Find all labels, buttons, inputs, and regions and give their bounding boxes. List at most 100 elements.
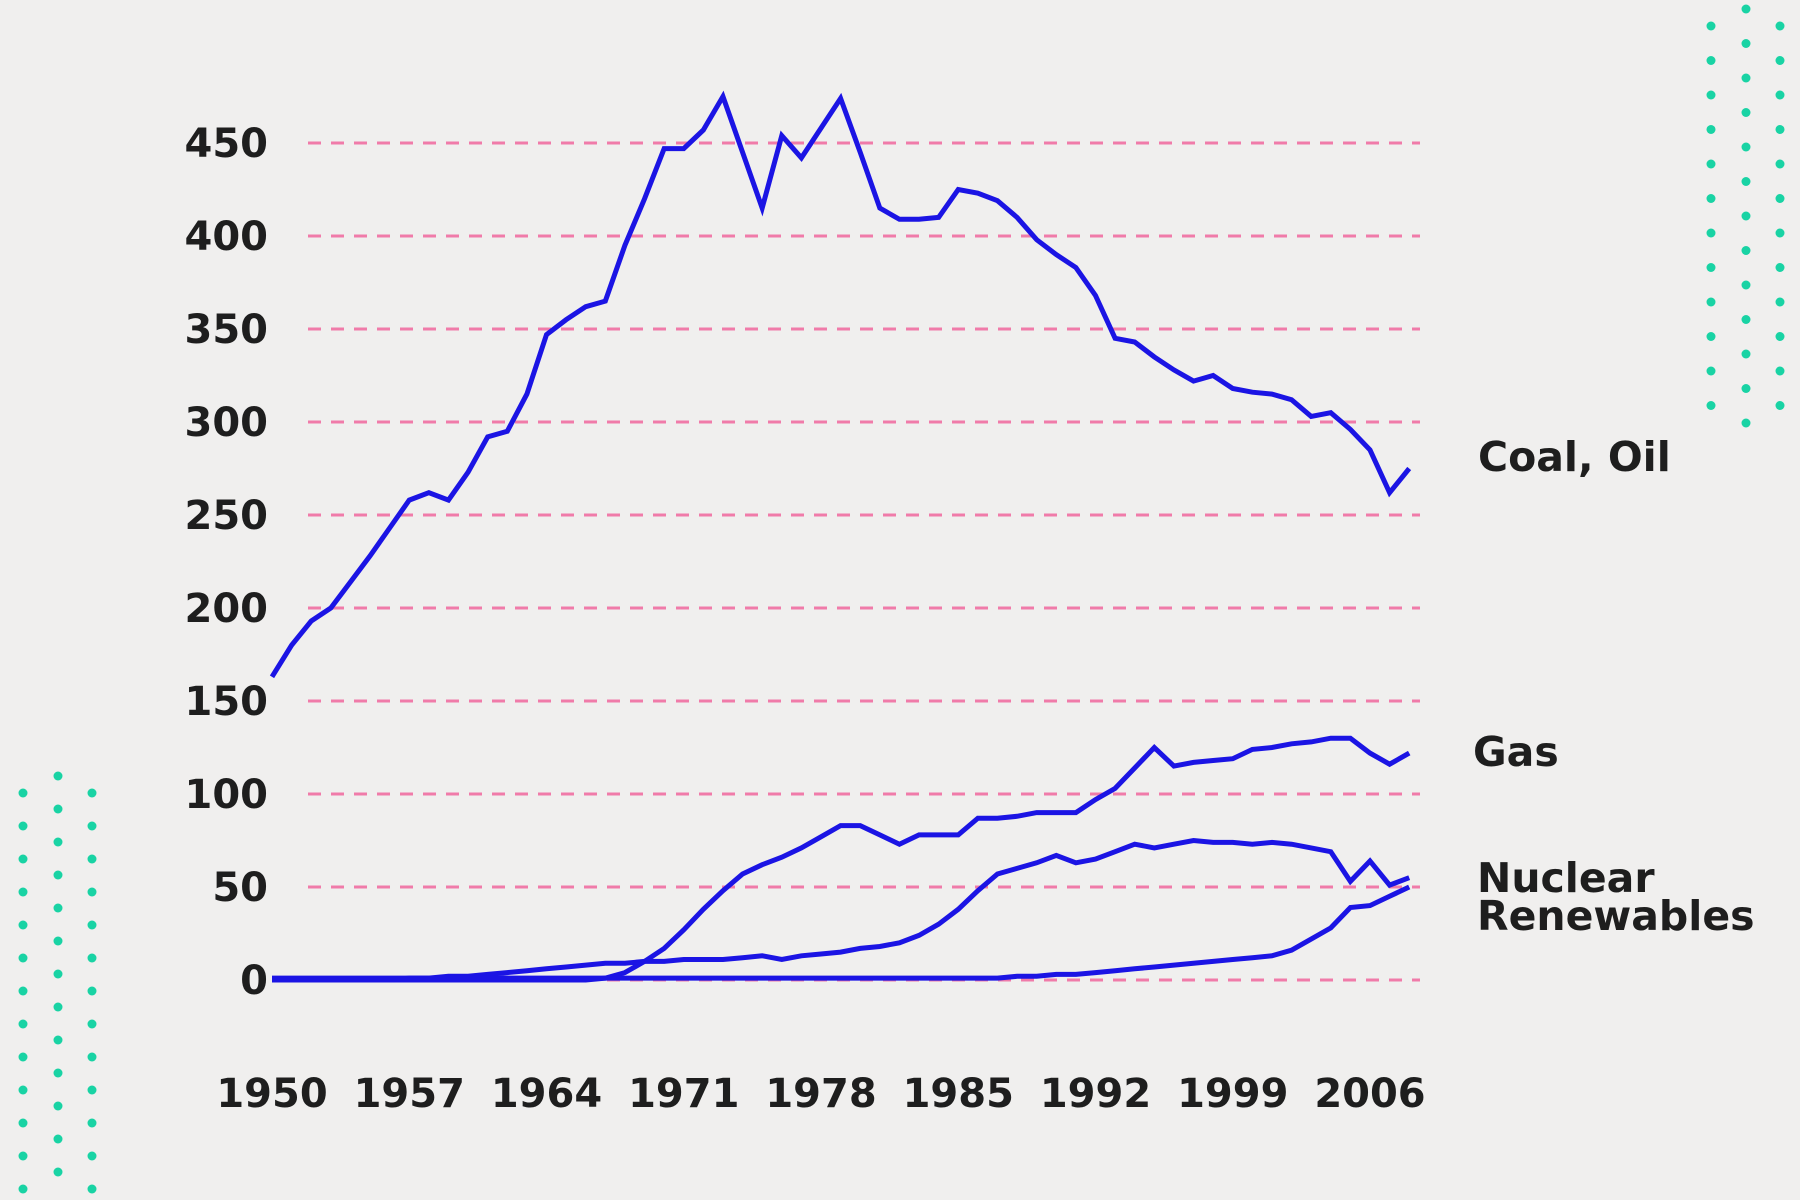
- teal-dot: [1775, 297, 1785, 307]
- teal-dot: [1775, 263, 1785, 272]
- teal-dot: [18, 953, 28, 963]
- teal-dot: [1706, 90, 1716, 100]
- teal-dot: [87, 1019, 97, 1029]
- teal-dot: [53, 771, 63, 781]
- teal-dot: [1741, 418, 1751, 428]
- teal-dot: [1706, 56, 1716, 65]
- teal-dot: [18, 887, 28, 897]
- teal-dot: [1775, 21, 1785, 31]
- teal-dot: [1775, 159, 1785, 169]
- data-lines: [269, 90, 1412, 983]
- teal-dot: [1706, 332, 1716, 341]
- teal-dot: [1775, 56, 1785, 65]
- line-coal-oil: [269, 90, 1412, 679]
- teal-dot: [1741, 39, 1751, 48]
- legend-label-coal-oil: Coal, Oil: [1478, 433, 1671, 481]
- teal-dot: [87, 986, 97, 996]
- x-tick-2006: 2006: [1314, 1071, 1425, 1117]
- y-axis-tick-labels: 0 50 100 150 200 250 300 350 400 450: [185, 121, 269, 1004]
- teal-dot: [53, 969, 63, 979]
- teal-dot: [1706, 366, 1716, 376]
- teal-dot: [18, 821, 28, 831]
- x-tick-1985: 1985: [903, 1071, 1014, 1117]
- teal-dot: [1741, 177, 1751, 186]
- x-axis-tick-labels: 1950 1957 1964 1971 1978 1985 1992 1999 2006: [216, 1071, 1425, 1117]
- x-tick-1992: 1992: [1040, 1071, 1151, 1117]
- teal-dot: [18, 1118, 28, 1128]
- teal-dot: [53, 1167, 63, 1177]
- teal-dot: [1706, 228, 1716, 238]
- teal-dot: [18, 1184, 28, 1194]
- teal-dot: [87, 953, 97, 963]
- x-tick-1950: 1950: [216, 1071, 327, 1117]
- teal-dot: [1741, 4, 1751, 14]
- teal-dot: [1775, 228, 1785, 238]
- series-legend: Coal, Oil Gas Nuclear Renewables: [1473, 433, 1755, 940]
- teal-dot: [1775, 125, 1785, 134]
- y-tick-450: 450: [185, 121, 269, 167]
- teal-dot: [53, 837, 63, 847]
- teal-dot: [53, 1002, 63, 1012]
- y-tick-300: 300: [185, 400, 269, 446]
- y-tick-250: 250: [185, 493, 269, 539]
- teal-dot: [1706, 194, 1716, 203]
- teal-dot: [1706, 125, 1716, 134]
- teal-dot: [1706, 297, 1716, 307]
- teal-dot: [53, 870, 63, 880]
- teal-dot: [87, 854, 97, 864]
- teal-dot: [87, 788, 97, 798]
- teal-dot: [1775, 401, 1785, 410]
- teal-dot: [1706, 401, 1716, 410]
- teal-dot: [1706, 21, 1716, 31]
- x-tick-1999: 1999: [1177, 1071, 1288, 1117]
- teal-dot: [87, 1118, 97, 1128]
- teal-dot: [53, 903, 63, 913]
- x-tick-1964: 1964: [491, 1071, 602, 1117]
- teal-dot: [53, 936, 63, 946]
- teal-dot: [53, 1035, 63, 1045]
- teal-dot: [87, 887, 97, 897]
- teal-dot: [1775, 194, 1785, 203]
- teal-dot: [53, 804, 63, 814]
- teal-dot: [1775, 332, 1785, 341]
- gridlines: [308, 141, 1420, 982]
- y-tick-350: 350: [185, 307, 269, 353]
- teal-dot: [1741, 349, 1751, 359]
- x-tick-1971: 1971: [628, 1071, 739, 1117]
- teal-dot: [87, 920, 97, 930]
- teal-dot: [87, 821, 97, 831]
- teal-dot: [53, 1101, 63, 1111]
- y-tick-100: 100: [185, 772, 269, 818]
- teal-dot: [18, 986, 28, 996]
- teal-dot: [87, 1052, 97, 1062]
- teal-dot: [18, 788, 28, 798]
- y-tick-0: 0: [240, 958, 268, 1004]
- decorative-dots-top-right: [1706, 4, 1785, 428]
- teal-dot: [1706, 159, 1716, 169]
- line-gas: [272, 735, 1411, 983]
- y-tick-200: 200: [185, 586, 269, 632]
- y-tick-400: 400: [185, 214, 269, 260]
- teal-dot: [1741, 315, 1751, 324]
- teal-dot: [1741, 108, 1751, 117]
- teal-dot: [18, 1052, 28, 1062]
- legend-label-gas: Gas: [1473, 728, 1559, 776]
- teal-dot: [87, 1184, 97, 1194]
- x-tick-1978: 1978: [765, 1071, 876, 1117]
- teal-dot: [1741, 280, 1751, 290]
- legend-label-renewables: Renewables: [1477, 892, 1755, 940]
- teal-dot: [18, 854, 28, 864]
- teal-dot: [1741, 73, 1751, 83]
- teal-dot: [1775, 90, 1785, 100]
- line-renewables: [272, 884, 1411, 981]
- teal-dot: [53, 1134, 63, 1144]
- y-tick-150: 150: [185, 679, 269, 725]
- teal-dot: [1741, 384, 1751, 393]
- legend-label-nuclear: Nuclear: [1477, 854, 1655, 902]
- teal-dot: [18, 1085, 28, 1095]
- teal-dot: [18, 920, 28, 930]
- y-tick-50: 50: [212, 865, 268, 911]
- teal-dot: [87, 1085, 97, 1095]
